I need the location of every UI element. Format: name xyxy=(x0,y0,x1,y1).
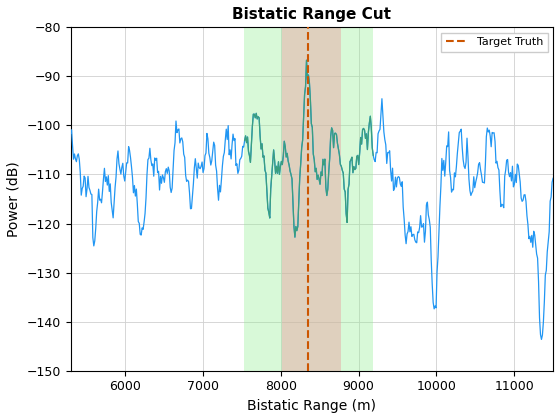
Bar xyxy=(282,27,342,371)
Y-axis label: Power (dB): Power (dB) xyxy=(7,161,21,237)
Title: Bistatic Range Cut: Bistatic Range Cut xyxy=(232,7,391,22)
Legend: Target Truth: Target Truth xyxy=(441,33,548,52)
Bar xyxy=(244,27,374,371)
X-axis label: Bistatic Range (m): Bistatic Range (m) xyxy=(248,399,376,413)
